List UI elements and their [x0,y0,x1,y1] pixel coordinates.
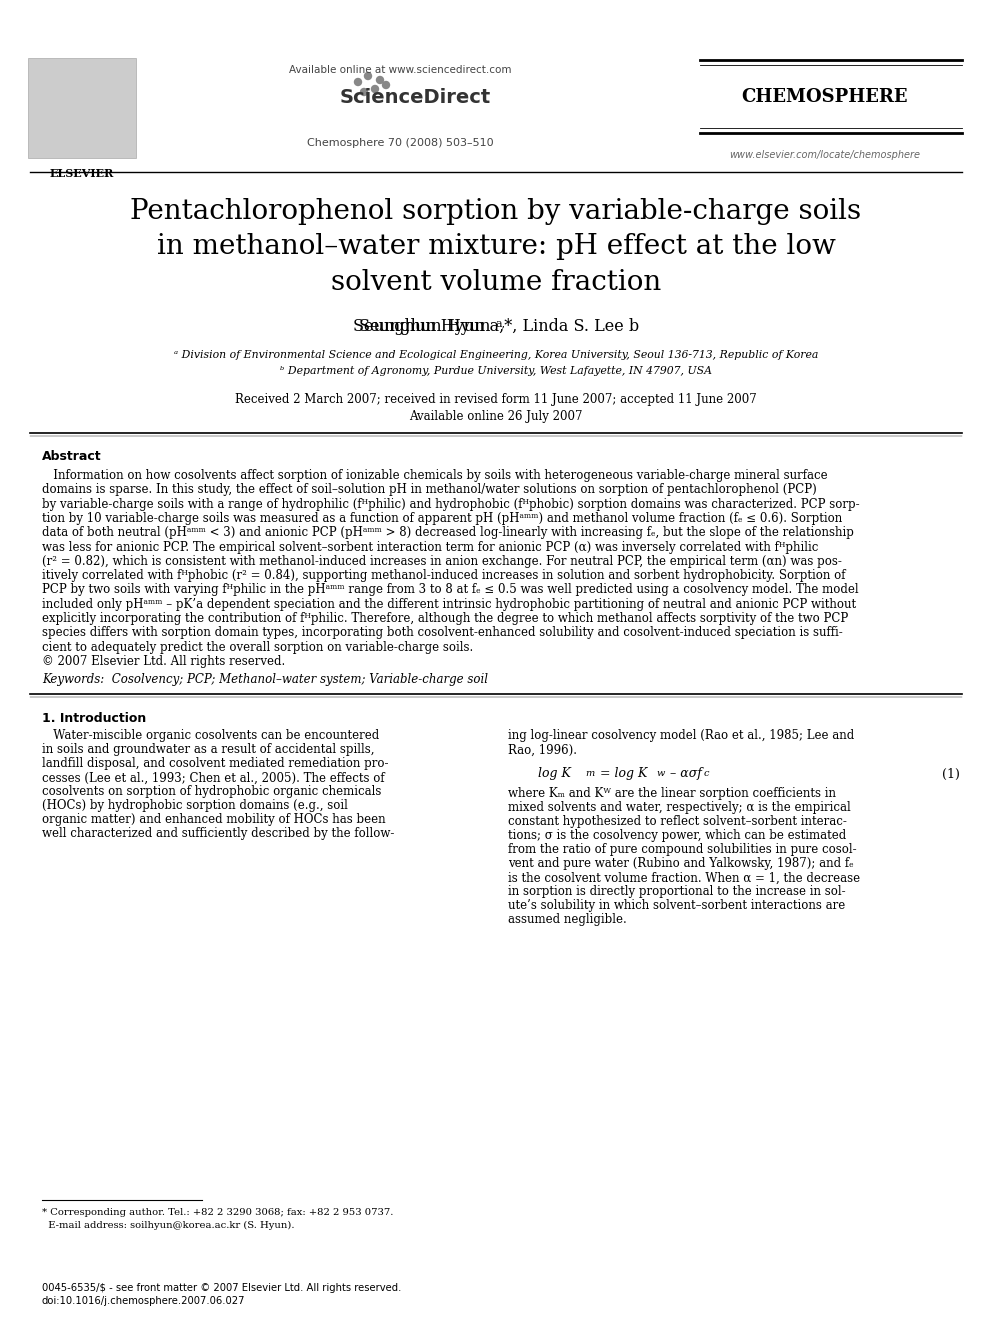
Text: from the ratio of pure compound solubilities in pure cosol-: from the ratio of pure compound solubili… [508,844,857,856]
Text: www.elsevier.com/locate/chemosphere: www.elsevier.com/locate/chemosphere [729,149,921,160]
Text: = log K: = log K [596,767,648,781]
Text: (r² = 0.82), which is consistent with methanol-induced increases in anion exchan: (r² = 0.82), which is consistent with me… [42,554,842,568]
Text: domains is sparse. In this study, the effect of soil–solution pH in methanol/wat: domains is sparse. In this study, the ef… [42,483,816,496]
Text: Seunghun Hyun: Seunghun Hyun [359,318,496,335]
Text: data of both neutral (pHᵃᵐᵐ < 3) and anionic PCP (pHᵃᵐᵐ > 8) decreased log-linea: data of both neutral (pHᵃᵐᵐ < 3) and ani… [42,527,854,540]
Text: ScienceDirect: ScienceDirect [339,89,491,107]
Text: Water-miscible organic cosolvents can be encountered: Water-miscible organic cosolvents can be… [42,729,379,742]
Circle shape [371,86,379,93]
Text: ᵇ Department of Agronomy, Purdue University, West Lafayette, IN 47907, USA: ᵇ Department of Agronomy, Purdue Univers… [280,366,712,376]
Text: (HOCs) by hydrophobic sorption domains (e.g., soil: (HOCs) by hydrophobic sorption domains (… [42,799,348,812]
Text: cient to adequately predict the overall sorption on variable-charge soils.: cient to adequately predict the overall … [42,640,473,654]
Text: * Corresponding author. Tel.: +82 2 3290 3068; fax: +82 2 953 0737.: * Corresponding author. Tel.: +82 2 3290… [42,1208,394,1217]
Text: itively correlated with fᴴphobic (r² = 0.84), supporting methanol-induced increa: itively correlated with fᴴphobic (r² = 0… [42,569,845,582]
Text: where Kₘ and Kᵂ are the linear sorption coefficients in: where Kₘ and Kᵂ are the linear sorption … [508,787,836,800]
Text: tion by 10 variable-charge soils was measured as a function of apparent pH (pHᵃᵐ: tion by 10 variable-charge soils was mea… [42,512,842,525]
Text: Chemosphere 70 (2008) 503–510: Chemosphere 70 (2008) 503–510 [307,138,493,148]
Text: – ασf: – ασf [666,767,702,781]
Text: (1): (1) [942,767,960,781]
Text: ELSEVIER: ELSEVIER [50,168,114,179]
Text: c: c [704,770,709,778]
Bar [28,58,136,157]
Text: Available online at www.sciencedirect.com: Available online at www.sciencedirect.co… [289,65,511,75]
Circle shape [360,89,367,95]
Circle shape [354,78,361,86]
Text: w: w [656,770,665,778]
Text: m: m [585,770,594,778]
Text: in soils and groundwater as a result of accidental spills,: in soils and groundwater as a result of … [42,744,375,757]
Text: E-mail address: soilhyun@korea.ac.kr (S. Hyun).: E-mail address: soilhyun@korea.ac.kr (S.… [42,1221,295,1230]
Circle shape [383,82,390,89]
Text: mixed solvents and water, respectively; α is the empirical: mixed solvents and water, respectively; … [508,802,851,815]
Text: Keywords:  Cosolvency; PCP; Methanol–water system; Variable-charge soil: Keywords: Cosolvency; PCP; Methanol–wate… [42,673,488,687]
Text: included only pHᵃᵐᵐ – pK’a dependent speciation and the different intrinsic hydr: included only pHᵃᵐᵐ – pK’a dependent spe… [42,598,856,611]
Circle shape [377,77,384,83]
Text: ᵃ Division of Environmental Science and Ecological Engineering, Korea University: ᵃ Division of Environmental Science and … [174,351,818,360]
Text: cesses (Lee et al., 1993; Chen et al., 2005). The effects of: cesses (Lee et al., 1993; Chen et al., 2… [42,771,385,785]
Text: tions; σ is the cosolvency power, which can be estimated: tions; σ is the cosolvency power, which … [508,830,846,843]
Text: Pentachlorophenol sorption by variable-charge soils
in methanol–water mixture: p: Pentachlorophenol sorption by variable-c… [130,198,862,296]
Text: doi:10.1016/j.chemosphere.2007.06.027: doi:10.1016/j.chemosphere.2007.06.027 [42,1297,245,1306]
Text: organic matter) and enhanced mobility of HOCs has been: organic matter) and enhanced mobility of… [42,814,386,827]
Text: well characterized and sufficiently described by the follow-: well characterized and sufficiently desc… [42,827,395,840]
Text: was less for anionic PCP. The empirical solvent–sorbent interaction term for ani: was less for anionic PCP. The empirical … [42,541,818,553]
Text: Received 2 March 2007; received in revised form 11 June 2007; accepted 11 June 2: Received 2 March 2007; received in revis… [235,393,757,406]
Text: assumed negligible.: assumed negligible. [508,913,627,926]
Text: 0045-6535/$ - see front matter © 2007 Elsevier Ltd. All rights reserved.: 0045-6535/$ - see front matter © 2007 El… [42,1283,402,1293]
Text: Seunghun Hyun a,*, Linda S. Lee b: Seunghun Hyun a,*, Linda S. Lee b [353,318,639,335]
Text: PCP by two soils with varying fᴴphilic in the pHᵃᵐᵐ range from 3 to 8 at fₑ ≤ 0.: PCP by two soils with varying fᴴphilic i… [42,583,859,597]
Text: ute’s solubility in which solvent–sorbent interactions are: ute’s solubility in which solvent–sorben… [508,900,845,913]
Text: a,: a, [496,318,506,328]
Text: by variable-charge soils with a range of hydrophilic (fᴴphilic) and hydrophobic : by variable-charge soils with a range of… [42,497,860,511]
Text: vent and pure water (Rubino and Yalkowsky, 1987); and fₑ: vent and pure water (Rubino and Yalkowsk… [508,857,854,871]
Text: constant hypothesized to reflect solvent–sorbent interac-: constant hypothesized to reflect solvent… [508,815,847,828]
Text: Information on how cosolvents affect sorption of ionizable chemicals by soils wi: Information on how cosolvents affect sor… [42,468,827,482]
Text: landfill disposal, and cosolvent mediated remediation pro-: landfill disposal, and cosolvent mediate… [42,758,389,770]
Text: explicitly incorporating the contribution of fᴴphilic. Therefore, although the d: explicitly incorporating the contributio… [42,613,848,624]
Text: Abstract: Abstract [42,450,101,463]
Circle shape [364,73,371,79]
Text: log K: log K [538,767,570,781]
Text: cosolvents on sorption of hydrophobic organic chemicals: cosolvents on sorption of hydrophobic or… [42,786,381,799]
Text: species differs with sorption domain types, incorporating both cosolvent-enhance: species differs with sorption domain typ… [42,626,843,639]
Text: is the cosolvent volume fraction. When α = 1, the decrease: is the cosolvent volume fraction. When α… [508,872,860,885]
Text: Rao, 1996).: Rao, 1996). [508,744,577,757]
Text: CHEMOSPHERE: CHEMOSPHERE [742,89,909,106]
Text: 1. Introduction: 1. Introduction [42,712,146,725]
Text: in sorption is directly proportional to the increase in sol-: in sorption is directly proportional to … [508,885,845,898]
Text: ing log-linear cosolvency model (Rao et al., 1985; Lee and: ing log-linear cosolvency model (Rao et … [508,729,854,742]
Text: Available online 26 July 2007: Available online 26 July 2007 [410,410,582,423]
Text: © 2007 Elsevier Ltd. All rights reserved.: © 2007 Elsevier Ltd. All rights reserved… [42,655,286,668]
